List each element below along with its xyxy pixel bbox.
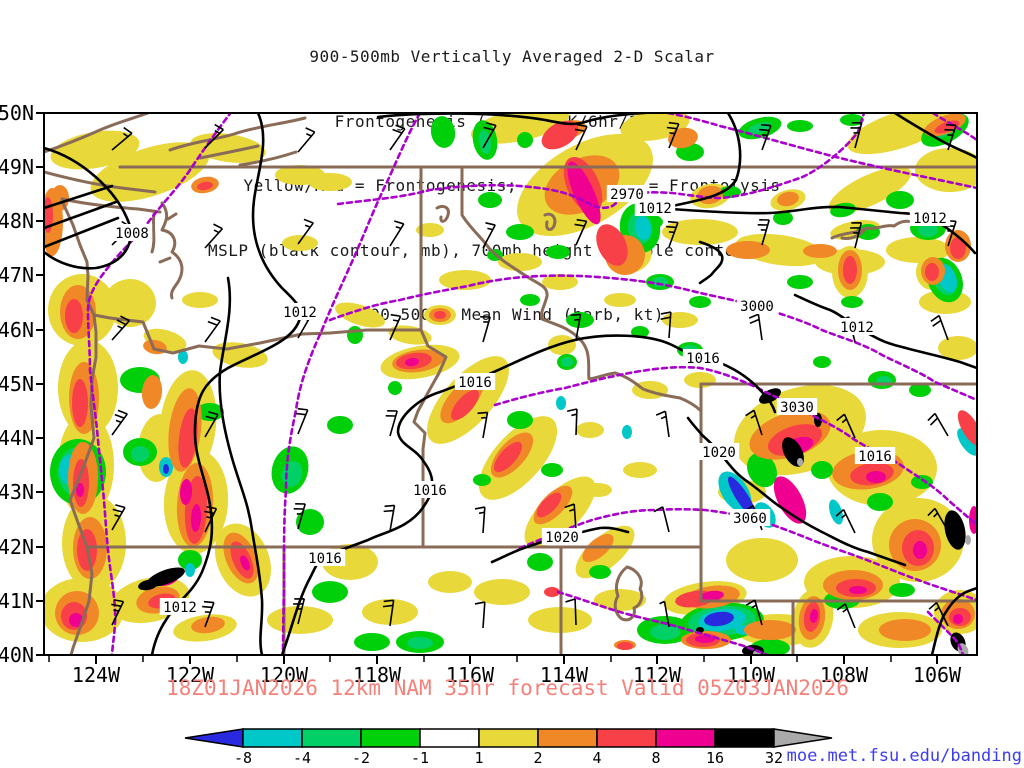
shaded-field [44,113,977,655]
svg-text:124W: 124W [72,663,121,687]
svg-text:1016: 1016 [858,449,892,465]
svg-text:-2: -2 [352,749,370,767]
svg-text:4: 4 [592,749,601,767]
svg-text:122W: 122W [166,663,215,687]
svg-text:114W: 114W [540,663,589,687]
svg-text:8: 8 [651,749,660,767]
svg-text:50N: 50N [0,101,34,125]
svg-text:-8: -8 [234,749,252,767]
svg-text:41N: 41N [0,589,34,613]
svg-text:47N: 47N [0,263,34,287]
svg-text:116W: 116W [446,663,495,687]
site-watermark-link[interactable]: moe.met.fsu.edu/banding [786,746,1022,766]
lon-axis: 124W 122W 120W 118W 116W 114W 112W 110W 108W 106W [48,655,962,687]
svg-text:1012: 1012 [283,305,317,321]
svg-text:40N: 40N [0,643,34,667]
svg-text:45N: 45N [0,372,34,396]
svg-text:1: 1 [474,749,483,767]
svg-text:1012: 1012 [913,211,947,227]
svg-text:106W: 106W [913,663,962,687]
svg-text:120W: 120W [260,663,309,687]
svg-text:112W: 112W [633,663,682,687]
svg-text:1016: 1016 [686,351,720,367]
svg-text:42N: 42N [0,535,34,559]
svg-text:1008: 1008 [115,226,149,242]
contour-labels: 1008 1012 1012 1016 1016 1016 1016 1012 1012 1012… [111,185,951,616]
svg-text:48N: 48N [0,209,34,233]
svg-text:110W: 110W [727,663,776,687]
svg-text:32: 32 [765,749,783,767]
svg-text:1012: 1012 [638,201,672,217]
svg-text:2970: 2970 [610,187,644,203]
svg-text:1016: 1016 [413,483,447,499]
svg-text:1012: 1012 [163,600,197,616]
colorbar: -8 -4 -2 -1 1 2 4 8 16 32 [184,728,833,767]
svg-text:1016: 1016 [308,551,342,567]
svg-text:3060: 3060 [733,511,767,527]
svg-text:1020: 1020 [545,530,579,546]
svg-text:46N: 46N [0,318,34,342]
title-line-1: 900-500mb Vertically Averaged 2-D Scalar [309,47,715,66]
lat-axis: 50N 49N 48N 47N 46N 45N 44N 43N 42N 41N 40N [0,101,44,667]
svg-text:118W: 118W [353,663,402,687]
svg-text:-1: -1 [411,749,429,767]
svg-text:49N: 49N [0,155,34,179]
svg-text:1016: 1016 [458,375,492,391]
svg-text:16: 16 [706,749,724,767]
svg-text:44N: 44N [0,426,34,450]
svg-text:2: 2 [533,749,542,767]
svg-text:3030: 3030 [780,400,814,416]
svg-text:-4: -4 [293,749,311,767]
svg-text:1020: 1020 [702,445,736,461]
svg-text:3000: 3000 [740,299,774,315]
svg-text:43N: 43N [0,480,34,504]
svg-text:1012: 1012 [840,320,874,336]
forecast-caption: 18Z01JAN2026 12km NAM 35hr forecast Vali… [166,676,849,700]
svg-text:108W: 108W [820,663,869,687]
